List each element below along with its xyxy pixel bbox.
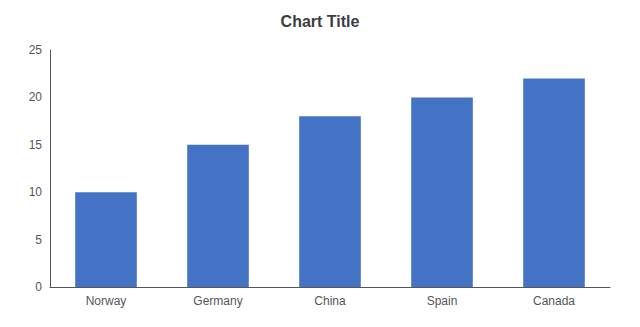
svg-text:Chart Title: Chart Title — [281, 13, 360, 30]
svg-text:Canada: Canada — [533, 294, 575, 308]
svg-text:25: 25 — [29, 43, 43, 57]
svg-text:Germany: Germany — [193, 294, 242, 308]
svg-text:15: 15 — [29, 138, 43, 152]
svg-text:Norway: Norway — [86, 294, 127, 308]
svg-text:20: 20 — [29, 90, 43, 104]
svg-text:10: 10 — [29, 185, 43, 199]
svg-text:Spain: Spain — [427, 294, 458, 308]
svg-text:5: 5 — [35, 233, 42, 247]
svg-text:China: China — [314, 294, 346, 308]
svg-text:0: 0 — [35, 280, 42, 294]
